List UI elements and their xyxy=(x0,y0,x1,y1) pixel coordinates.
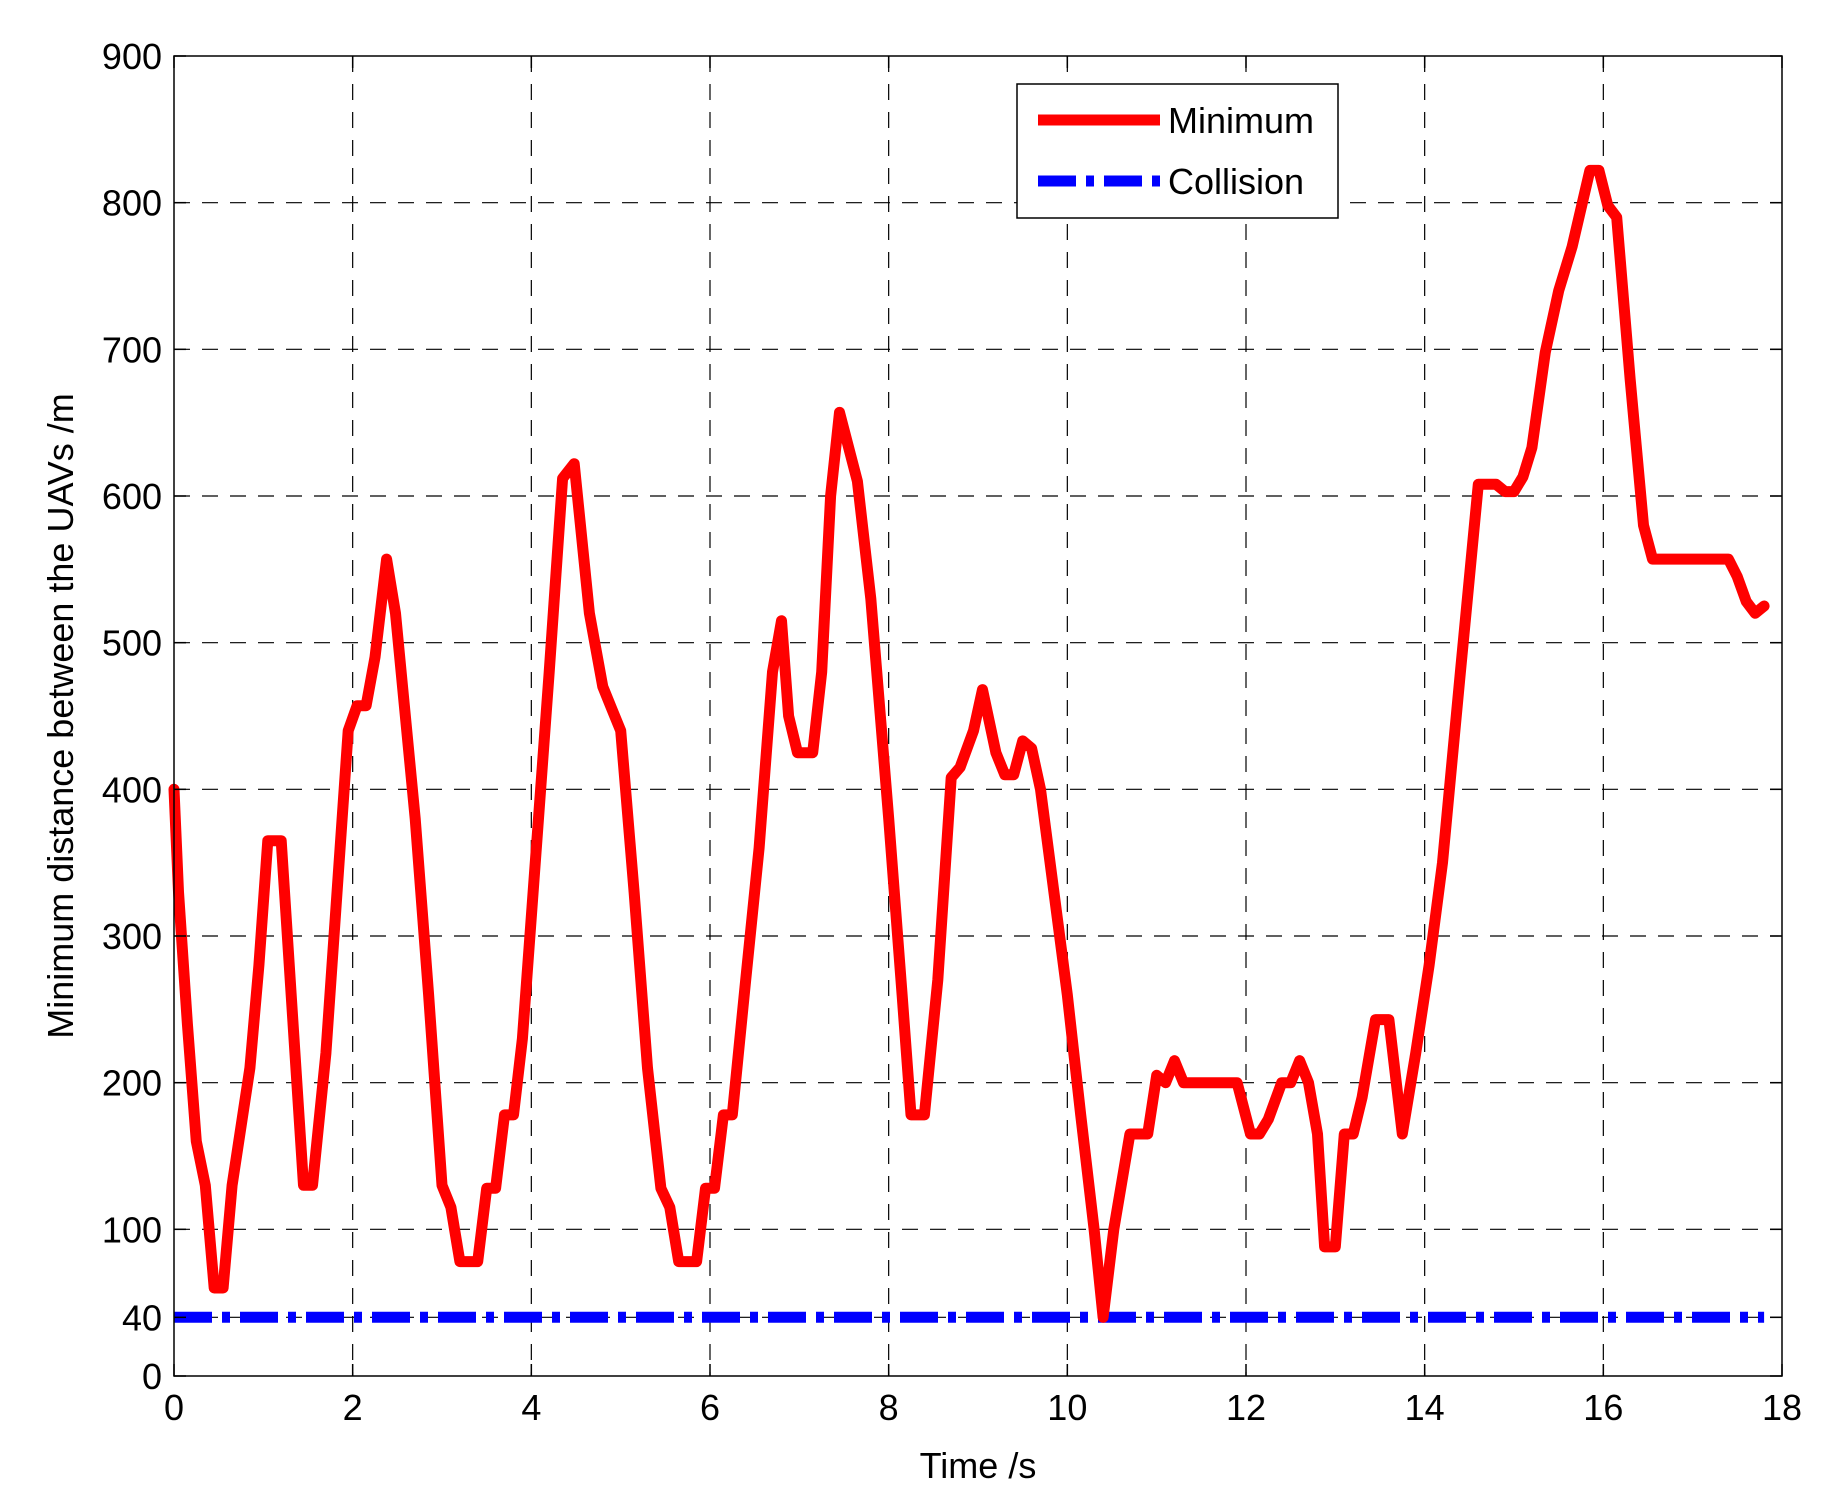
x-tick-label: 6 xyxy=(700,1387,720,1428)
y-tick-label: 300 xyxy=(102,916,162,957)
series-line-minimum xyxy=(168,164,1770,1323)
y-tick-label: 900 xyxy=(102,36,162,77)
plot-frame xyxy=(173,55,1783,1377)
x-axis-label: Time /s xyxy=(920,1445,1037,1486)
y-tick-label: 200 xyxy=(102,1063,162,1104)
x-tick-label: 0 xyxy=(164,1387,184,1428)
grid xyxy=(174,56,1782,1376)
x-tick-label: 12 xyxy=(1226,1387,1266,1428)
y-tick-label: 0 xyxy=(142,1356,162,1397)
x-tick-label: 18 xyxy=(1762,1387,1802,1428)
y-tick-label: 100 xyxy=(102,1209,162,1250)
y-tick-label: 800 xyxy=(102,183,162,224)
y-tick-label: 40 xyxy=(122,1297,162,1338)
y-tick-label: 700 xyxy=(102,329,162,370)
y-tick-label: 500 xyxy=(102,623,162,664)
ticks: 0 2 4 6 8 10 12 14 16 18 0 40 100 200 300 400 500 600 700 8… xyxy=(102,36,1802,1428)
x-tick-label: 14 xyxy=(1405,1387,1445,1428)
x-tick-label: 8 xyxy=(879,1387,899,1428)
x-tick-label: 2 xyxy=(343,1387,363,1428)
y-axis-label: Minimum distance between the UAVs /m xyxy=(40,393,81,1039)
legend: Minimum Collision xyxy=(1016,83,1339,219)
legend-label-collision: Collision xyxy=(1168,161,1304,202)
x-tick-label: 4 xyxy=(521,1387,541,1428)
legend-label-minimum: Minimum xyxy=(1168,100,1314,141)
series-layer xyxy=(168,164,1770,1323)
x-tick-label: 10 xyxy=(1047,1387,1087,1428)
legend-box xyxy=(1016,83,1339,219)
y-tick-label: 400 xyxy=(102,769,162,810)
x-tick-label: 16 xyxy=(1583,1387,1623,1428)
y-tick-label: 600 xyxy=(102,476,162,517)
